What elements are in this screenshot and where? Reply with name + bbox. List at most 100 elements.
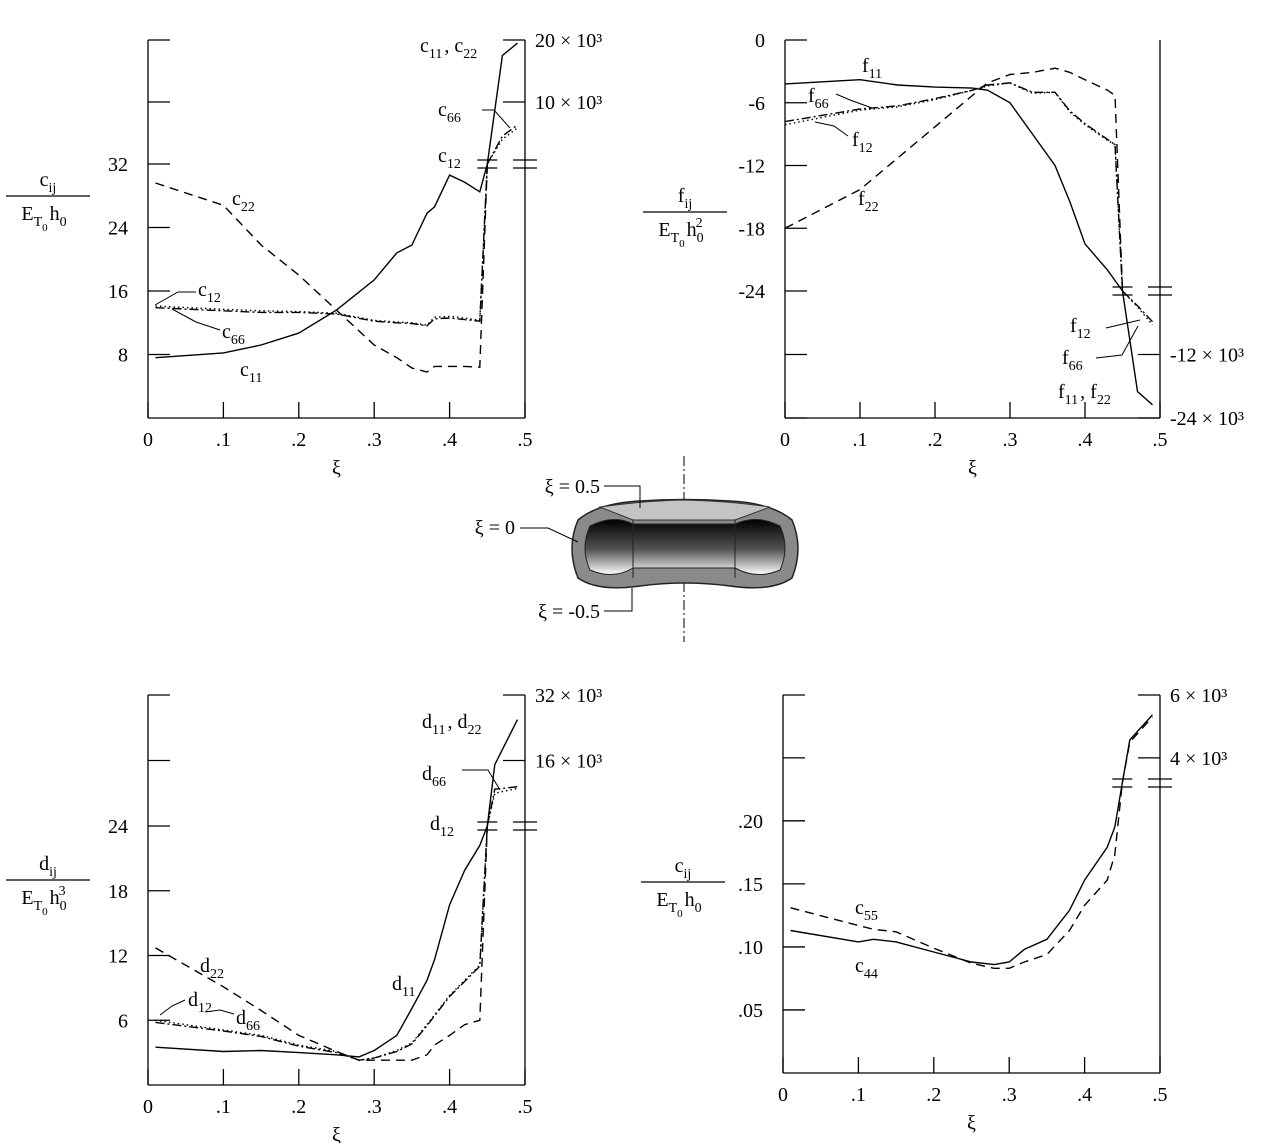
label-part: c — [438, 145, 447, 167]
label-part: 66 — [246, 1019, 260, 1034]
label-part: E — [656, 889, 668, 911]
y-tick-label: 24 — [108, 816, 128, 838]
y-axis-label-denominator: ET0h0 — [656, 889, 701, 920]
label-part: c — [438, 99, 447, 121]
x-tick-label: .5 — [518, 1096, 533, 1118]
x-tick-label: .5 — [1153, 1084, 1168, 1106]
label-part: c — [855, 897, 864, 919]
label-part: 55 — [864, 909, 878, 924]
data-line — [155, 163, 488, 373]
series-label: f66 — [808, 85, 829, 112]
label-part: d — [422, 763, 432, 785]
x-tick-label: .2 — [928, 429, 943, 451]
label-part: h — [685, 889, 695, 911]
y2-tick-label: 10 × 10³ — [535, 92, 602, 114]
y-tick-label: 32 — [108, 154, 128, 176]
label-part: c — [240, 359, 249, 381]
y-axis-label-denominator: ET0h03 — [21, 884, 66, 918]
label-part: E — [658, 219, 670, 241]
label-part: 11 — [432, 723, 445, 738]
label-part: f — [1058, 381, 1065, 403]
x-tick-label: .5 — [518, 429, 533, 451]
label-part: 11 — [402, 985, 415, 1000]
series-label: c22 — [232, 188, 255, 215]
y-tick-label: .05 — [738, 1000, 763, 1022]
x-tick-label: .4 — [1078, 429, 1093, 451]
leader-line — [462, 769, 501, 791]
series-label: d11, d22 — [422, 711, 481, 738]
data-line — [155, 825, 488, 1058]
label-part: 66 — [231, 333, 245, 348]
series-label: f12 — [852, 129, 873, 156]
label-part: c — [198, 279, 207, 301]
series-label: d11 — [392, 973, 415, 1000]
y-axis-label-numerator: fij — [678, 185, 692, 212]
label-part: 44 — [864, 967, 878, 982]
label-part: 3 — [59, 884, 66, 899]
y-axis-label-numerator: dij — [39, 853, 57, 880]
label-part: 2 — [696, 216, 703, 231]
leader-line — [154, 291, 196, 306]
data-line — [155, 825, 488, 1061]
label-part: f — [808, 85, 815, 107]
data-line — [1121, 714, 1154, 784]
x-tick-label: .1 — [216, 429, 231, 451]
label-part: d — [200, 955, 210, 977]
x-tick-label: .2 — [291, 429, 306, 451]
label-part: f — [852, 129, 859, 151]
y-tick-label: 12 — [108, 946, 128, 968]
label-part: d — [392, 973, 402, 995]
data-line — [1121, 716, 1154, 784]
label-part: 12 — [207, 291, 221, 306]
series-label: d12 — [430, 813, 454, 840]
label-part: ij — [684, 197, 692, 212]
x-tick-label: .4 — [442, 1096, 457, 1118]
x-axis-label: ξ — [968, 457, 977, 479]
series-label: f22 — [858, 188, 879, 215]
label-part: 0 — [60, 215, 67, 230]
y-axis-label-denominator: ET0h0 — [21, 203, 66, 234]
y-axis-label-denominator: ET0h02 — [658, 216, 703, 250]
x-tick-label: .4 — [442, 429, 457, 451]
x-tick-label: .3 — [367, 429, 382, 451]
label-part: f — [862, 55, 869, 77]
label-part: f — [678, 185, 685, 207]
data-line — [155, 825, 488, 1061]
y-tick-label: 18 — [108, 881, 128, 903]
label-part: h — [50, 203, 60, 225]
series-label: c11, c22 — [420, 35, 477, 62]
torus-top — [598, 499, 771, 521]
y-axis-label-numerator: cij — [675, 855, 692, 882]
label-part: 22 — [865, 200, 879, 215]
leader-line — [482, 109, 511, 129]
data-line — [486, 786, 518, 827]
y-tick-label: -6 — [748, 93, 765, 115]
data-line — [486, 127, 518, 165]
label-part: , f — [1080, 381, 1097, 403]
torus-cavity — [584, 519, 786, 575]
diagram-label: ξ = 0.5 — [545, 476, 600, 498]
label-part: 0 — [60, 899, 67, 914]
data-line — [155, 825, 488, 1061]
series-label: c55 — [855, 897, 878, 924]
label-part: d — [430, 813, 440, 835]
series-label: c66 — [222, 321, 245, 348]
label-part: f — [1062, 347, 1069, 369]
x-tick-label: 0 — [780, 429, 790, 451]
x-tick-label: .1 — [853, 429, 868, 451]
y2-tick-label: 32 × 10³ — [535, 685, 602, 707]
y-tick-label: -18 — [738, 218, 765, 240]
label-part: c — [40, 169, 49, 191]
y-tick-label: 8 — [118, 345, 128, 367]
label-part: h — [50, 887, 60, 909]
data-line — [155, 163, 488, 327]
label-part: 22 — [1097, 393, 1111, 408]
series-label: f12 — [1070, 315, 1091, 342]
series-label: d66 — [236, 1007, 260, 1034]
x-tick-label: 0 — [778, 1084, 788, 1106]
x-tick-label: .2 — [926, 1084, 941, 1106]
label-part: 11 — [249, 371, 262, 386]
label-part: 0 — [677, 908, 683, 920]
